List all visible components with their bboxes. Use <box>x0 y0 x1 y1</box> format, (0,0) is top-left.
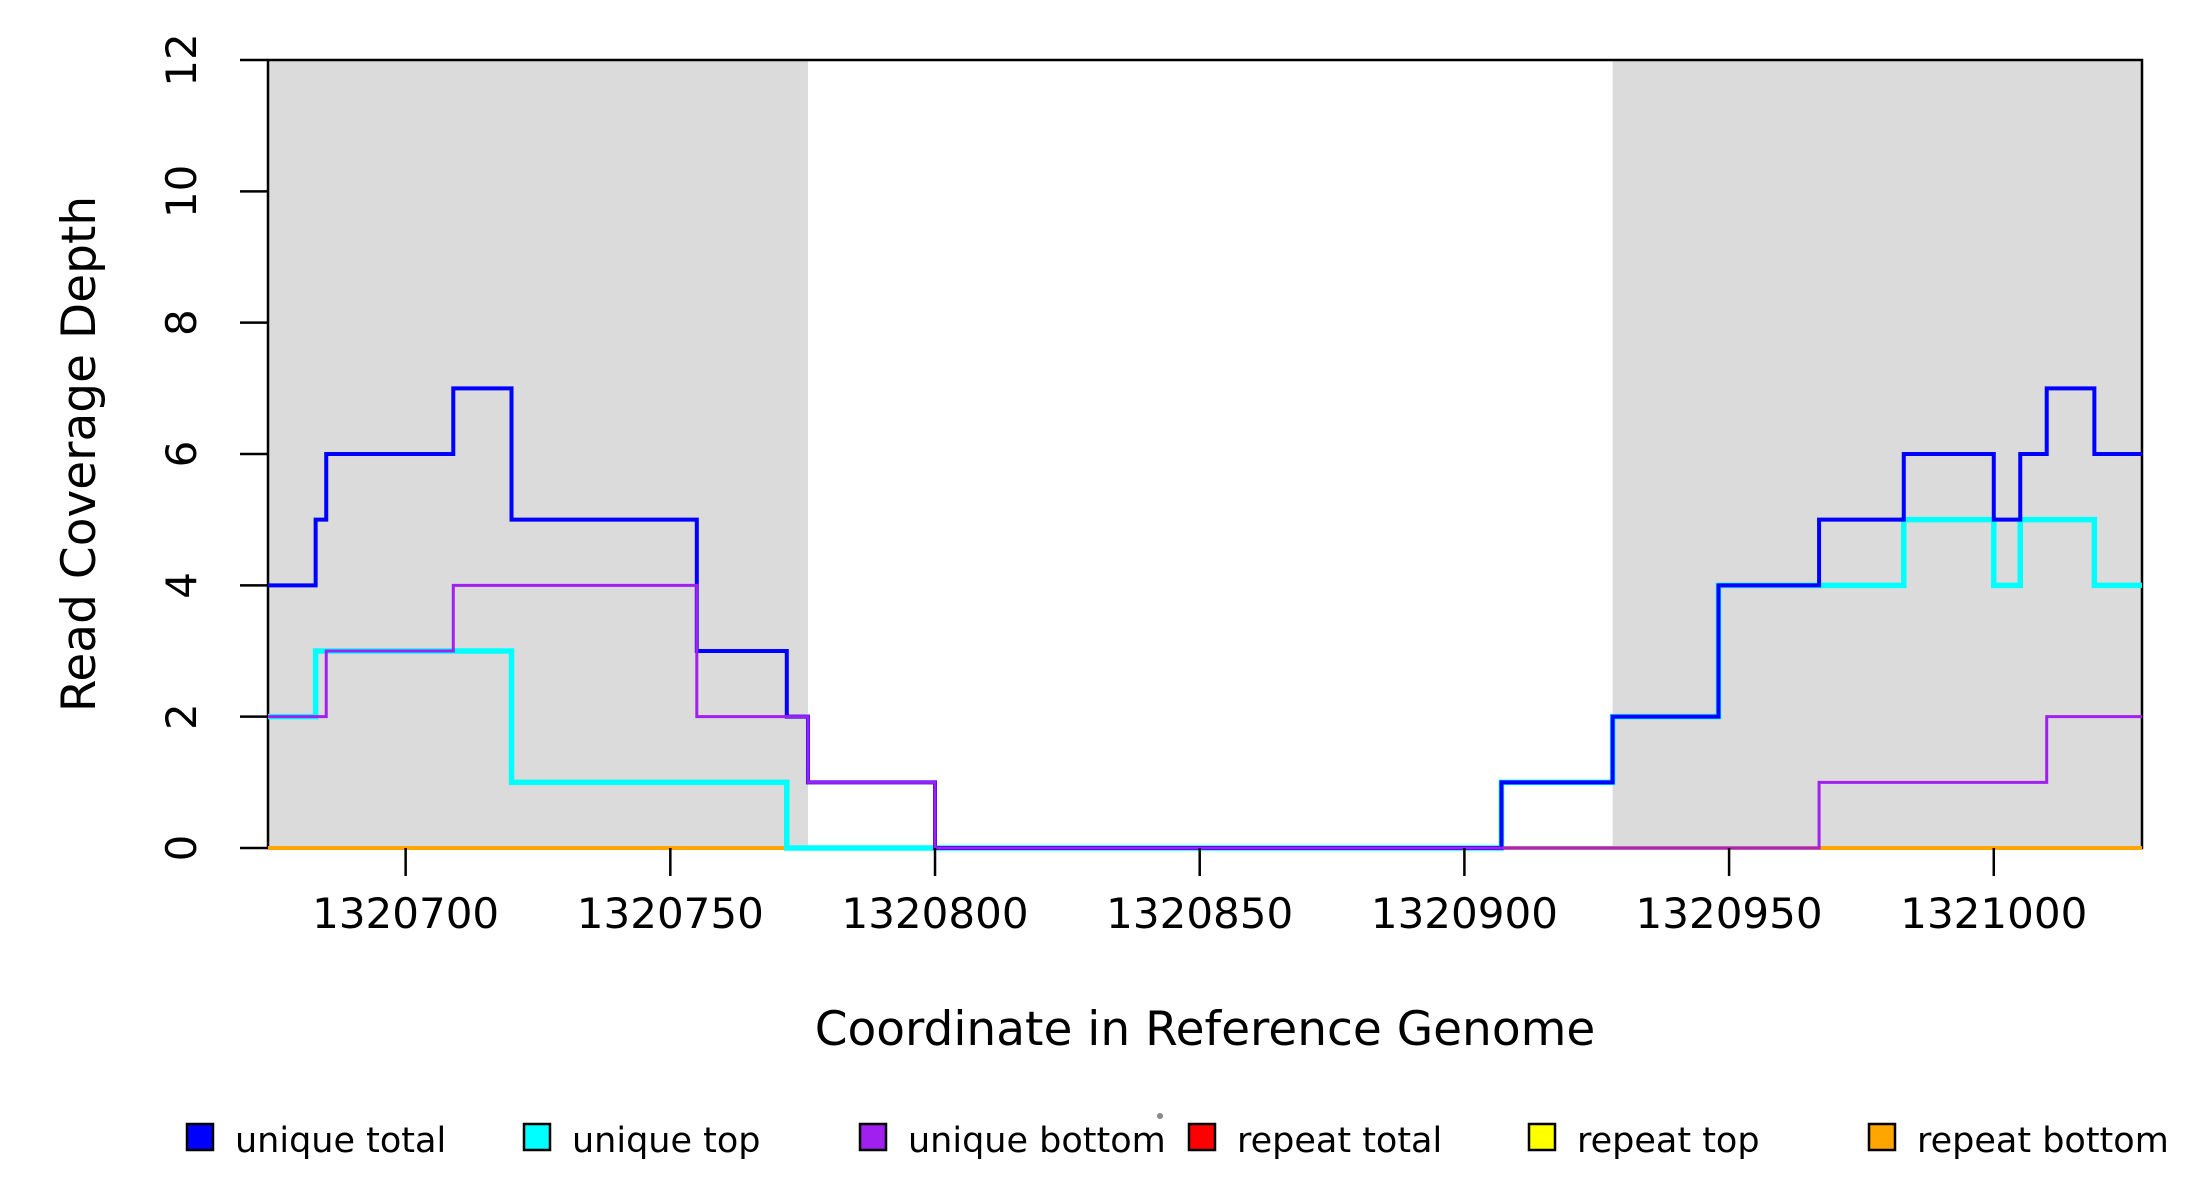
x-tick-label: 1320700 <box>312 889 499 938</box>
y-tick-label: 12 <box>157 33 206 86</box>
legend-swatch-unique-top <box>522 1122 552 1152</box>
legend: unique total unique top unique bottom re… <box>185 1121 2169 1161</box>
shaded-region <box>1612 60 2142 848</box>
y-tick-label: 8 <box>157 309 206 336</box>
legend-swatch-unique-bottom <box>858 1122 888 1152</box>
legend-item-repeat-top: repeat top <box>1527 1121 1760 1161</box>
series-line-unique-total <box>268 386 2142 850</box>
x-tick-label: 1321000 <box>1900 889 2087 938</box>
x-tick-label: 1320750 <box>577 889 764 938</box>
legend-label-unique-bottom: unique bottom <box>908 1121 1166 1161</box>
y-tick-label: 6 <box>157 441 206 468</box>
legend-label-unique-top: unique top <box>572 1121 761 1161</box>
legend-label-unique-total: unique total <box>235 1121 446 1161</box>
legend-label-repeat-total: repeat total <box>1237 1121 1442 1161</box>
legend-swatch-unique-total <box>185 1122 215 1152</box>
legend-item-unique-bottom: unique bottom <box>858 1121 1166 1161</box>
legend-swatch-repeat-top <box>1527 1122 1557 1152</box>
x-tick-label: 1320800 <box>841 889 1028 938</box>
legend-item-unique-top: unique top <box>522 1121 761 1161</box>
stray-mark <box>1157 1113 1163 1119</box>
x-tick-label: 1320850 <box>1106 889 1293 938</box>
series-line-unique-bottom <box>268 583 2142 850</box>
legend-item-unique-total: unique total <box>185 1121 446 1161</box>
x-tick-label: 1320900 <box>1371 889 1558 938</box>
y-tick-label: 10 <box>157 165 206 218</box>
legend-label-repeat-top: repeat top <box>1577 1121 1760 1161</box>
x-tick-label: 1320950 <box>1636 889 1823 938</box>
x-axis-title: Coordinate in Reference Genome <box>815 1002 1596 1057</box>
y-axis-title: Read Coverage Depth <box>52 196 107 712</box>
y-tick-label: 0 <box>157 835 206 862</box>
shaded-regions <box>268 60 2142 848</box>
legend-item-repeat-bottom: repeat bottom <box>1867 1121 2169 1161</box>
series-lines <box>268 386 2142 851</box>
legend-swatch-repeat-bottom <box>1867 1122 1897 1152</box>
y-tick-label: 2 <box>157 703 206 730</box>
legend-item-repeat-total: repeat total <box>1187 1121 1442 1161</box>
axes: 1320700 1320750 1320800 1320850 1320900 13209… <box>157 33 2087 938</box>
legend-label-repeat-bottom: repeat bottom <box>1917 1121 2169 1161</box>
legend-swatch-repeat-total <box>1187 1122 1217 1152</box>
y-tick-label: 4 <box>157 572 206 599</box>
